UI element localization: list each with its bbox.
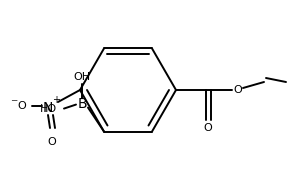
Text: ⁻: ⁻ (10, 97, 18, 111)
Text: N: N (43, 101, 53, 115)
Text: OH: OH (73, 72, 91, 81)
Text: B: B (77, 97, 87, 111)
Text: O: O (204, 123, 212, 133)
Text: HO: HO (39, 103, 57, 114)
Text: O: O (18, 101, 27, 111)
Text: O: O (48, 137, 56, 147)
Text: O: O (234, 85, 242, 95)
Text: +: + (52, 95, 60, 105)
